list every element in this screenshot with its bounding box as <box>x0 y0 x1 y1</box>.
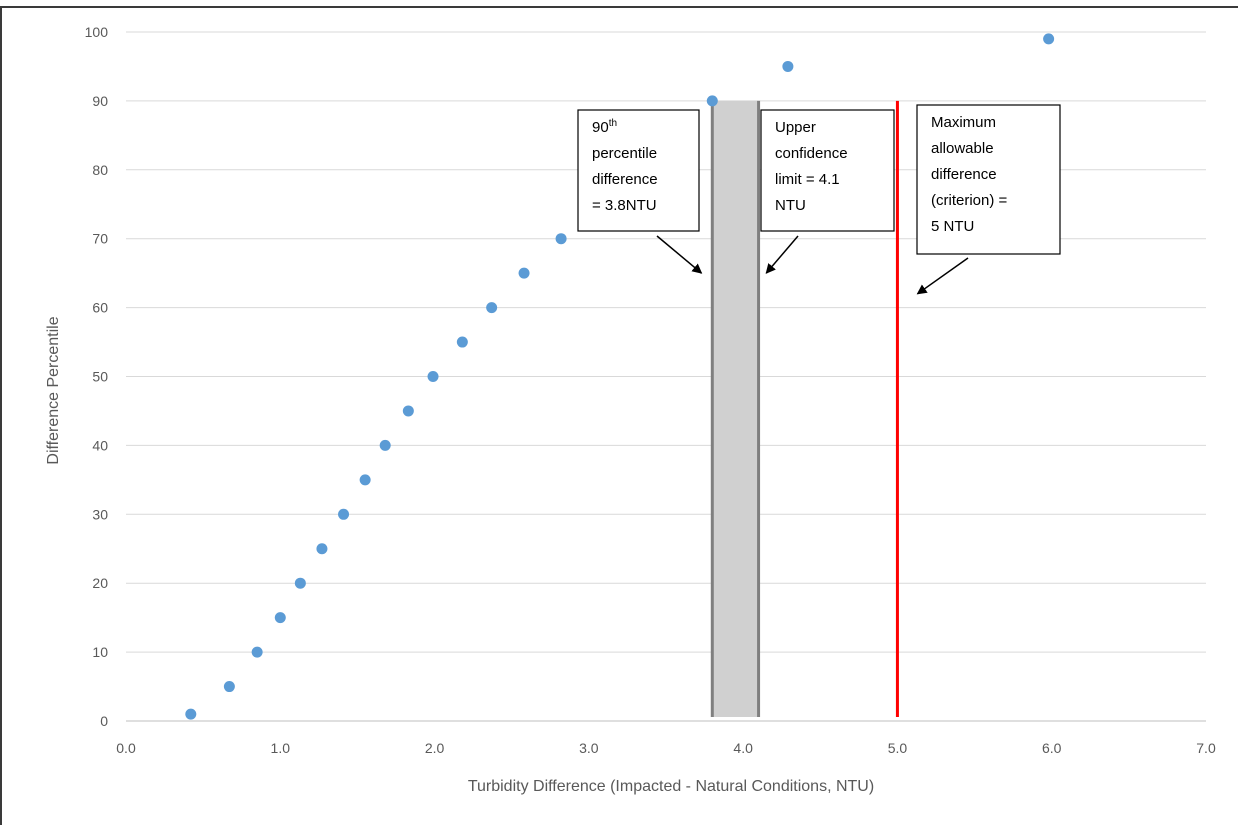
x-axis-ticks: 0.0 1.0 2.0 3.0 4.0 5.0 6.0 7.0 <box>116 740 1216 756</box>
y-tick-label: 20 <box>92 575 108 591</box>
annotation-line: (criterion) = <box>931 192 1008 209</box>
data-point <box>185 708 197 720</box>
y-tick-label: 10 <box>92 644 108 660</box>
y-tick-label: 30 <box>92 506 108 522</box>
annotation-line: 90th <box>592 118 617 136</box>
annotation-line: percentile <box>592 145 657 162</box>
annotation-line: difference <box>592 171 658 188</box>
y-tick-label: 100 <box>85 24 109 40</box>
x-tick-label: 6.0 <box>1042 740 1062 756</box>
data-point <box>402 405 414 417</box>
y-tick-label: 90 <box>92 93 108 109</box>
x-tick-label: 2.0 <box>425 740 445 756</box>
y-tick-label: 40 <box>92 437 108 453</box>
x-tick-label: 7.0 <box>1196 740 1216 756</box>
y-axis-title: Difference Percentile <box>45 316 62 464</box>
annotation-box <box>577 109 700 232</box>
annotation-arrow <box>656 235 703 274</box>
data-point <box>274 612 286 624</box>
y-tick-label: 50 <box>92 369 108 385</box>
data-point <box>706 95 718 107</box>
annotation-boxes: 90th percentile difference = 3.8NTU Upper con… <box>577 104 1061 295</box>
annotation-2: Upper confidence limit = 4.1 NTU <box>760 109 895 274</box>
y-tick-label: 0 <box>100 713 108 729</box>
x-tick-label: 5.0 <box>888 740 908 756</box>
data-point <box>316 543 328 555</box>
annotation-line: allowable <box>931 140 994 157</box>
x-tick-label: 0.0 <box>116 740 136 756</box>
data-point <box>1043 33 1055 45</box>
annotation-line: confidence <box>775 145 848 162</box>
y-tick-label: 70 <box>92 231 108 247</box>
annotation-box <box>760 109 895 232</box>
annotation-1: 90th percentile difference = 3.8NTU <box>577 109 703 274</box>
confidence-band-fill <box>712 100 759 717</box>
data-point <box>486 302 498 314</box>
data-point <box>359 474 371 486</box>
x-tick-label: 1.0 <box>271 740 291 756</box>
data-point <box>518 267 530 279</box>
chart-frame <box>0 6 1238 825</box>
data-point <box>251 646 263 658</box>
annotation-line: Upper <box>775 119 816 136</box>
annotation-base: 90 <box>592 119 609 136</box>
annotation-arrow <box>916 257 969 295</box>
confidence-band <box>710 100 761 717</box>
data-point <box>782 60 794 72</box>
data-point <box>555 233 567 245</box>
data-point <box>294 577 306 589</box>
data-point <box>427 371 439 382</box>
data-points <box>185 33 1055 720</box>
data-point <box>338 508 350 520</box>
annotation-line: NTU <box>775 197 806 214</box>
annotation-arrow <box>765 235 799 274</box>
y-tick-label: 80 <box>92 162 108 178</box>
annotation-line: difference <box>931 166 997 183</box>
y-axis-ticks: 0 10 20 30 40 50 60 70 80 90 100 <box>85 24 109 729</box>
annotation-superscript: th <box>609 118 617 129</box>
data-point <box>456 336 468 348</box>
y-tick-label: 60 <box>92 300 108 316</box>
annotation-line: = 3.8NTU <box>592 197 657 214</box>
data-point <box>223 681 235 693</box>
annotation-line: limit = 4.1 <box>775 171 840 188</box>
x-axis-title: Turbidity Difference (Impacted - Natural… <box>468 778 874 795</box>
data-point <box>379 439 391 451</box>
x-tick-label: 3.0 <box>579 740 599 756</box>
annotation-box <box>916 104 1061 255</box>
annotation-line: 5 NTU <box>931 218 974 235</box>
x-tick-label: 4.0 <box>733 740 753 756</box>
annotation-3: Maximum allowable difference (criterion) = 5… <box>916 104 1061 295</box>
annotation-line: Maximum <box>931 114 996 131</box>
